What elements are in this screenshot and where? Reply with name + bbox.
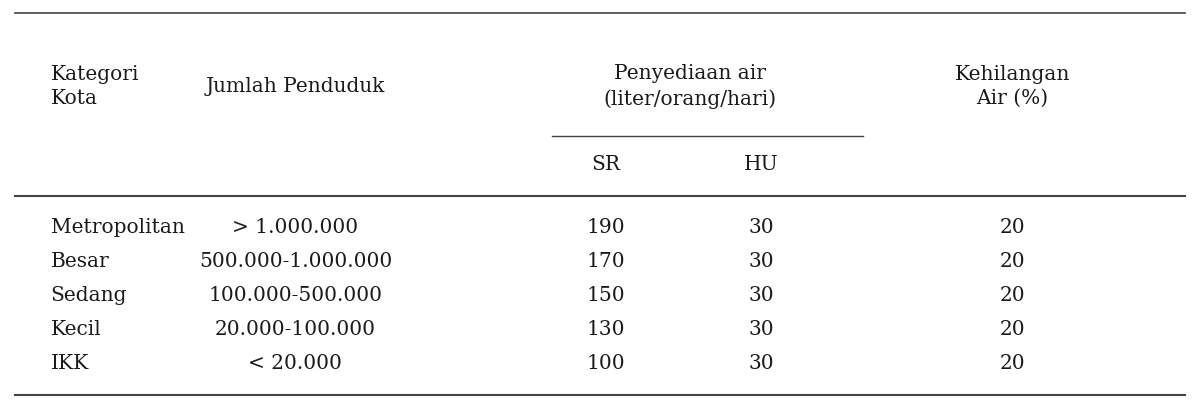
Text: 170: 170 [587, 252, 625, 271]
Text: 130: 130 [587, 320, 625, 339]
Text: Sedang: Sedang [50, 286, 127, 305]
Text: 20.000-100.000: 20.000-100.000 [215, 320, 376, 339]
Text: Kecil: Kecil [50, 320, 101, 339]
Text: 20: 20 [1000, 219, 1025, 238]
Text: HU: HU [744, 155, 779, 174]
Text: 30: 30 [749, 320, 774, 339]
Text: 30: 30 [749, 286, 774, 305]
Text: 500.000-1.000.000: 500.000-1.000.000 [199, 252, 392, 271]
Text: Besar: Besar [50, 252, 109, 271]
Text: 20: 20 [1000, 320, 1025, 339]
Text: 20: 20 [1000, 252, 1025, 271]
Text: 190: 190 [587, 219, 625, 238]
Text: Kehilangan
Air (%): Kehilangan Air (%) [954, 65, 1069, 108]
Text: Penyediaan air
(liter/orang/hari): Penyediaan air (liter/orang/hari) [604, 64, 776, 109]
Text: Metropolitan: Metropolitan [50, 219, 185, 238]
Text: 30: 30 [749, 354, 774, 373]
Text: Kategori
Kota: Kategori Kota [50, 65, 139, 108]
Text: 30: 30 [749, 252, 774, 271]
Text: 100.000-500.000: 100.000-500.000 [209, 286, 383, 305]
Text: 30: 30 [749, 219, 774, 238]
Text: < 20.000: < 20.000 [248, 354, 342, 373]
Text: 150: 150 [587, 286, 625, 305]
Text: IKK: IKK [50, 354, 89, 373]
Text: > 1.000.000: > 1.000.000 [233, 219, 359, 238]
Text: Jumlah Penduduk: Jumlah Penduduk [205, 77, 385, 96]
Text: 100: 100 [587, 354, 625, 373]
Text: 20: 20 [1000, 354, 1025, 373]
Text: SR: SR [592, 155, 620, 174]
Text: 20: 20 [1000, 286, 1025, 305]
